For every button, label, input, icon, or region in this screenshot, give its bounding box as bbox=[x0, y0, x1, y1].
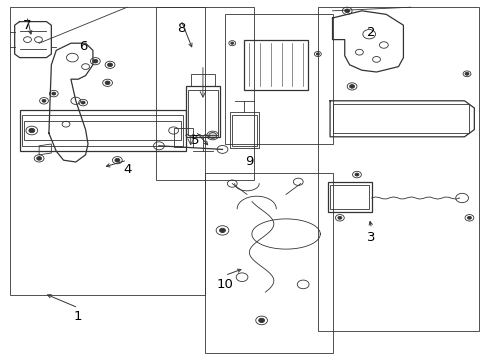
Circle shape bbox=[115, 158, 120, 162]
Circle shape bbox=[467, 216, 470, 219]
Bar bbox=[317, 7, 478, 331]
Circle shape bbox=[42, 99, 46, 102]
Bar bbox=[327, 182, 371, 212]
Bar bbox=[244, 40, 307, 90]
Text: 7: 7 bbox=[22, 19, 31, 32]
Text: 1: 1 bbox=[74, 310, 82, 323]
Bar bbox=[24, 121, 181, 140]
Bar bbox=[10, 7, 205, 295]
Bar bbox=[188, 90, 217, 135]
Text: 3: 3 bbox=[366, 231, 375, 244]
Bar bbox=[332, 104, 468, 133]
Circle shape bbox=[344, 9, 349, 13]
Circle shape bbox=[37, 157, 41, 160]
Bar bbox=[20, 110, 185, 151]
Text: 9: 9 bbox=[244, 156, 253, 168]
Circle shape bbox=[316, 53, 319, 55]
Bar bbox=[173, 129, 193, 147]
Circle shape bbox=[107, 63, 112, 67]
Bar bbox=[232, 115, 256, 146]
Circle shape bbox=[464, 72, 468, 75]
Text: 4: 4 bbox=[122, 163, 131, 176]
Circle shape bbox=[337, 216, 341, 219]
Circle shape bbox=[354, 173, 358, 176]
Bar bbox=[185, 86, 220, 137]
Circle shape bbox=[81, 101, 85, 104]
Bar bbox=[156, 7, 254, 180]
Circle shape bbox=[208, 132, 216, 138]
Circle shape bbox=[230, 42, 233, 44]
Circle shape bbox=[219, 228, 225, 233]
Text: 5: 5 bbox=[191, 134, 200, 147]
Circle shape bbox=[105, 81, 110, 85]
Bar bbox=[329, 185, 368, 209]
Text: 2: 2 bbox=[366, 26, 375, 39]
Circle shape bbox=[349, 85, 354, 88]
Bar bbox=[190, 74, 215, 86]
Text: 6: 6 bbox=[79, 40, 87, 53]
Bar bbox=[224, 14, 332, 144]
Circle shape bbox=[93, 59, 98, 63]
Text: 10: 10 bbox=[216, 278, 233, 291]
Text: 8: 8 bbox=[176, 22, 185, 35]
Circle shape bbox=[29, 129, 35, 133]
Circle shape bbox=[258, 318, 264, 323]
Circle shape bbox=[52, 92, 56, 95]
Bar bbox=[229, 112, 259, 148]
Bar bbox=[22, 115, 183, 146]
Bar bbox=[205, 173, 332, 353]
